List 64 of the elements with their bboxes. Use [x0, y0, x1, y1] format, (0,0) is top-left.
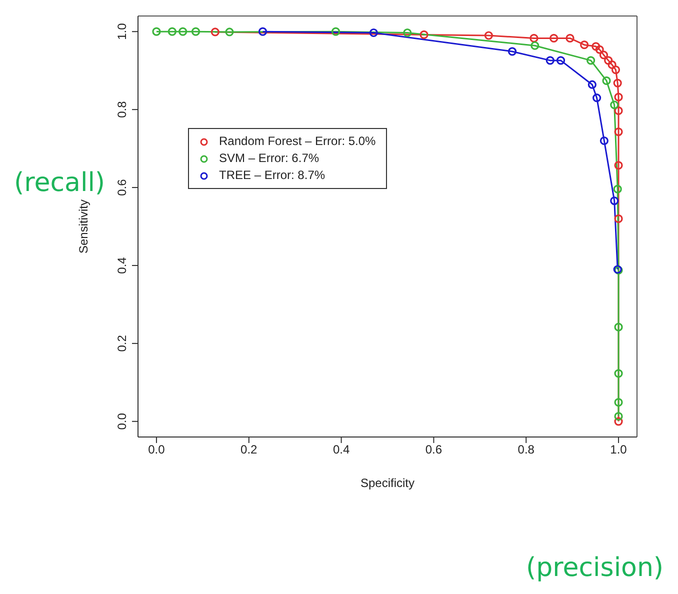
y-tick-label: 0.2 — [115, 334, 129, 352]
point — [613, 184, 622, 194]
point — [614, 161, 623, 170]
point — [614, 369, 623, 378]
point — [403, 28, 412, 38]
legend-label: Random Forest – Error: 5.0% — [219, 133, 376, 150]
point — [225, 28, 234, 36]
point — [614, 398, 623, 407]
x-axis-title: Specificity — [360, 476, 415, 490]
legend-label: TREE – Error: 8.7% — [219, 167, 326, 184]
point — [566, 34, 574, 43]
point — [530, 41, 540, 50]
point — [420, 30, 428, 40]
point — [580, 40, 589, 50]
legend-label: SVM – Error: 6.7% — [219, 150, 320, 167]
point — [592, 94, 602, 102]
point — [613, 78, 622, 88]
point — [592, 42, 600, 51]
point — [556, 56, 566, 65]
point — [614, 322, 623, 332]
point — [508, 47, 517, 56]
point — [614, 106, 623, 116]
point — [608, 60, 616, 70]
y-tick-label: 0.8 — [115, 100, 129, 118]
text: (recall) — [14, 168, 106, 198]
point — [588, 80, 596, 89]
point — [369, 28, 378, 38]
point — [602, 76, 611, 86]
point — [614, 214, 623, 224]
x-tick-label: 0.6 — [425, 442, 442, 457]
x-tick-label: 0.4 — [332, 442, 350, 457]
text: (precision) — [526, 553, 664, 583]
point — [168, 27, 176, 36]
point — [258, 27, 268, 36]
point — [611, 65, 620, 74]
point — [610, 100, 619, 110]
point — [610, 196, 619, 206]
point — [600, 136, 608, 146]
point — [604, 56, 613, 65]
point — [550, 34, 558, 43]
y-tick-label: 0.0 — [115, 412, 129, 430]
point — [614, 417, 623, 426]
point — [614, 127, 623, 136]
point — [331, 27, 340, 36]
point — [614, 412, 623, 421]
point — [191, 27, 200, 36]
y-axis-title: Sensitivity — [76, 199, 90, 254]
point — [546, 56, 554, 65]
point — [595, 45, 604, 54]
point — [586, 56, 596, 65]
point — [614, 92, 623, 102]
y-tick-label: 1.0 — [115, 22, 129, 40]
x-tick-label: 0.8 — [518, 442, 535, 457]
point — [530, 34, 538, 43]
y-tick-label: 0.4 — [115, 256, 129, 274]
y-tick-label: 0.6 — [115, 178, 129, 196]
x-tick-label: 1.0 — [610, 442, 628, 457]
point — [599, 50, 608, 60]
point — [178, 27, 188, 36]
point — [484, 31, 493, 40]
point — [152, 27, 161, 36]
x-tick-label: 0.2 — [240, 442, 258, 457]
x-tick-label: 0.0 — [148, 442, 166, 457]
point — [210, 28, 220, 36]
